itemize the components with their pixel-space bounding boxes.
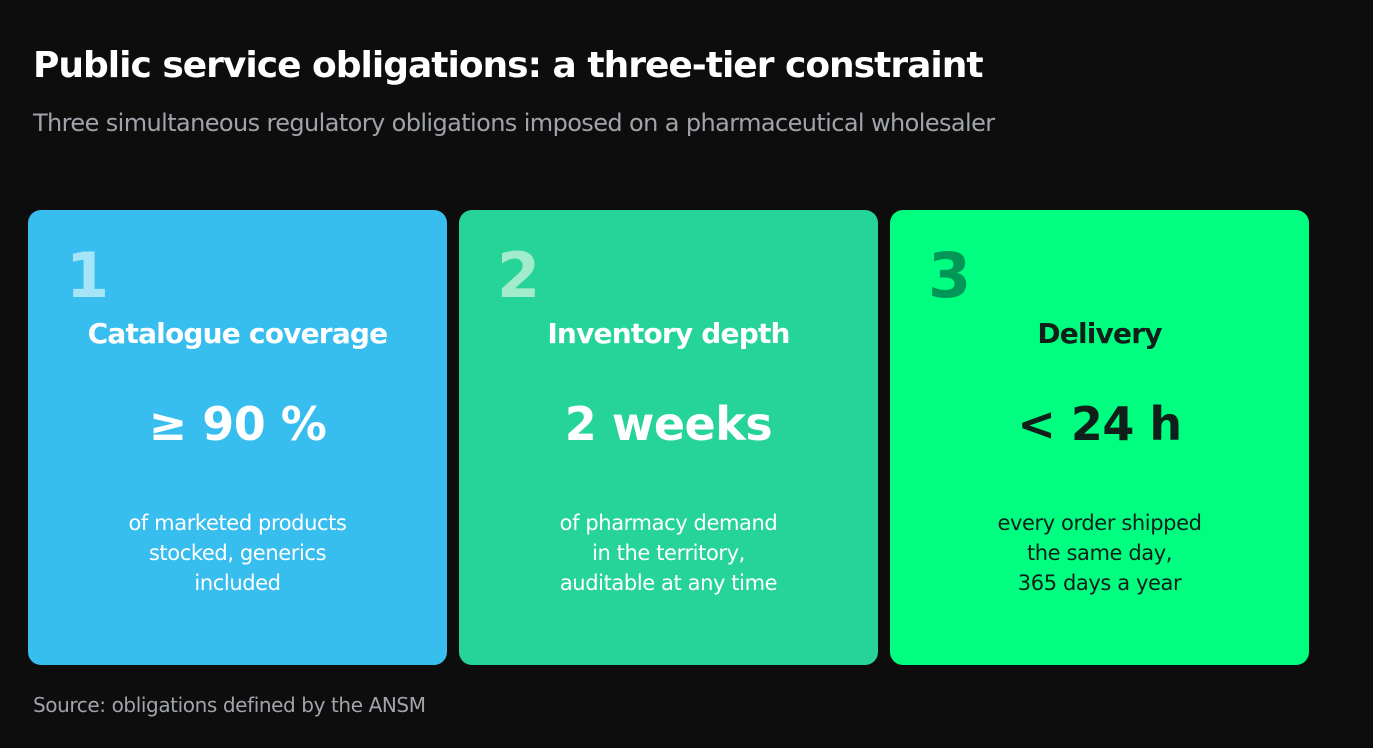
- card-heading: Delivery: [1037, 317, 1162, 350]
- card-value: 2 weeks: [564, 397, 773, 451]
- card-catalogue-coverage: 1 Catalogue coverage ≥ 90 % of marketed …: [28, 210, 447, 665]
- card-description-line: stocked, generics: [148, 541, 327, 565]
- card-description-line: of pharmacy demand: [559, 511, 778, 535]
- card-delivery: 3 Delivery < 24 h every order shipped th…: [890, 210, 1309, 665]
- card-description-line: included: [194, 571, 281, 595]
- card-number: 3: [928, 239, 972, 312]
- page-subtitle: Three simultaneous regulatory obligation…: [33, 109, 995, 137]
- source-note: Source: obligations defined by the ANSM: [33, 693, 426, 717]
- card-description-line: 365 days a year: [1017, 571, 1182, 595]
- card-description-line: of marketed products: [128, 511, 347, 535]
- card-heading: Inventory depth: [547, 317, 790, 350]
- card-value: ≥ 90 %: [148, 397, 327, 451]
- card-description: of pharmacy demand in the territory, aud…: [489, 508, 848, 598]
- card-description-line: the same day,: [1026, 541, 1173, 565]
- card-description-line: in the territory,: [592, 541, 745, 565]
- page-title: Public service obligations: a three-tier…: [33, 45, 984, 86]
- card-number: 2: [497, 239, 541, 312]
- card-heading: Catalogue coverage: [87, 317, 388, 350]
- card-description-line: auditable at any time: [559, 571, 778, 595]
- card-description: of marketed products stocked, generics i…: [58, 508, 417, 598]
- card-value: < 24 h: [1017, 397, 1182, 451]
- card-description: every order shipped the same day, 365 da…: [920, 508, 1279, 598]
- card-description-line: every order shipped: [997, 511, 1202, 535]
- card-number: 1: [66, 239, 110, 312]
- card-inventory-depth: 2 Inventory depth 2 weeks of pharmacy de…: [459, 210, 878, 665]
